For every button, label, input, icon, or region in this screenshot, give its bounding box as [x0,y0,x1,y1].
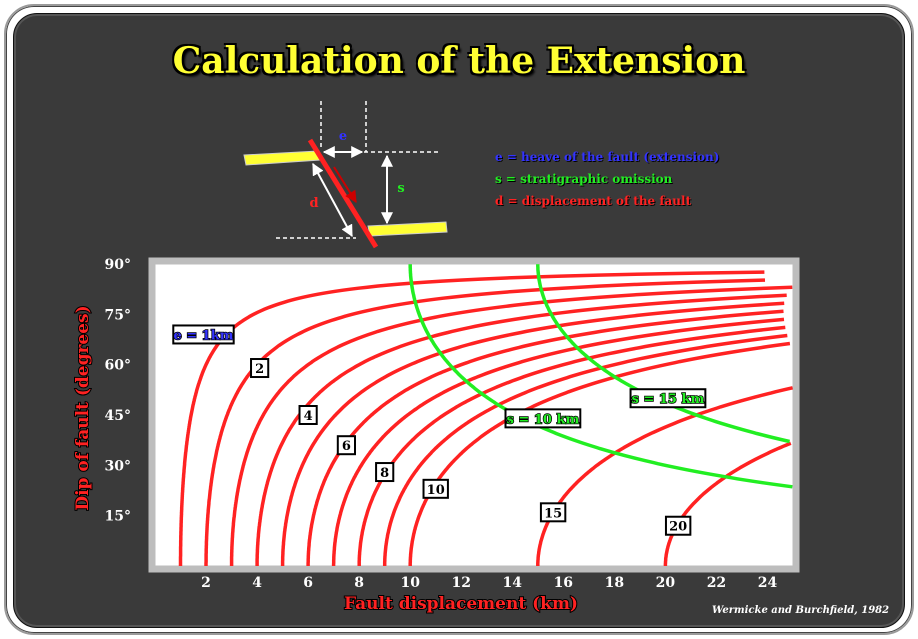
extension-curve-10 [408,341,791,566]
extension-label-2-text: 2 [255,362,264,377]
extension-label-8: 8 [375,462,395,483]
extension-label-8-box [375,462,395,483]
x-axis-title: Fault displacement (km) [344,594,578,614]
y-tick-label: 30° [105,458,131,474]
x-tick-label: 18 [605,575,624,591]
extension-label-1-box [172,324,235,345]
extension-curve-3 [229,285,793,566]
x-tick-label: 16 [554,575,573,591]
extension-curve-1 [178,270,765,566]
extension-label-6: 6 [336,435,356,456]
omission-label-15-box [629,388,707,409]
omission-label-10: s = 10 km [504,408,582,429]
extension-curve-8 [357,325,786,566]
x-tick-label: 6 [303,575,313,591]
omission-label-15-text: s = 15 km [632,392,705,407]
y-tick-label: 45° [105,408,131,424]
extension-label-4-box [298,405,318,425]
extension-curve-5 [280,301,785,566]
y-axis-title: Dip of fault (degrees) [73,305,93,510]
extension-label-15-text: 15 [544,506,562,521]
extension-label-4: 4 [298,405,318,425]
legend-displacement: d = displacement of the fault [495,194,692,208]
diagram-legend: e = heave of the fault (extension) s = s… [495,146,719,212]
legend-omission: s = stratigraphic omission [495,172,673,186]
omission-label-10-box [504,408,582,429]
y-tick-label: 15° [105,509,131,525]
extension-curve-7 [331,317,785,566]
omission-curve-15 [536,264,790,444]
x-tick-label: 12 [451,575,470,591]
y-tick-label: 60° [105,358,131,374]
extension-label-2-box [250,358,270,379]
x-tick-label: 2 [201,575,211,591]
x-tick-label: 10 [400,575,420,591]
y-tick-label: 90° [105,257,131,273]
x-tick-label: 8 [354,575,364,591]
source-credit: Wermicke and Burchfield, 1982 [712,605,890,616]
extension-label-8-text: 8 [380,466,389,481]
x-tick-label: 20 [656,575,676,591]
extension-label-20-box [664,515,692,536]
legend-heave: e = heave of the fault (extension) [495,150,720,164]
extension-label-15: 15 [539,502,567,523]
extension-curve-20 [663,441,792,566]
extension-label-1: e = 1km [172,324,235,345]
extension-label-1-text: e = 1km [173,328,233,343]
x-tick-label: 22 [707,575,726,591]
extension-curve-4 [255,293,787,566]
extension-label-4-text: 4 [304,409,313,424]
extension-curve-9 [382,333,788,566]
extension-label-15-box [539,502,567,523]
extension-label-20-text: 20 [669,520,687,535]
omission-label-10-text: s = 10 km [507,412,580,427]
extension-label-2: 2 [250,358,270,379]
extension-label-20: 20 [664,515,692,536]
x-tick-label: 4 [252,575,262,591]
x-tick-label: 24 [758,575,778,591]
omission-label-15: s = 15 km [629,388,707,409]
extension-label-6-text: 6 [342,439,351,454]
extension-label-10-box [422,478,449,499]
slide-title: Calculation of the Extension [172,40,746,82]
x-tick-label: 14 [503,575,523,591]
extension-label-10: 10 [422,478,449,499]
omission-curve-10 [408,264,793,489]
y-tick-label: 75° [105,307,131,323]
extension-curve-2 [204,278,766,566]
extension-label-6-box [336,435,356,456]
extension-curve-15 [536,386,793,566]
extension-label-10-text: 10 [427,483,445,498]
